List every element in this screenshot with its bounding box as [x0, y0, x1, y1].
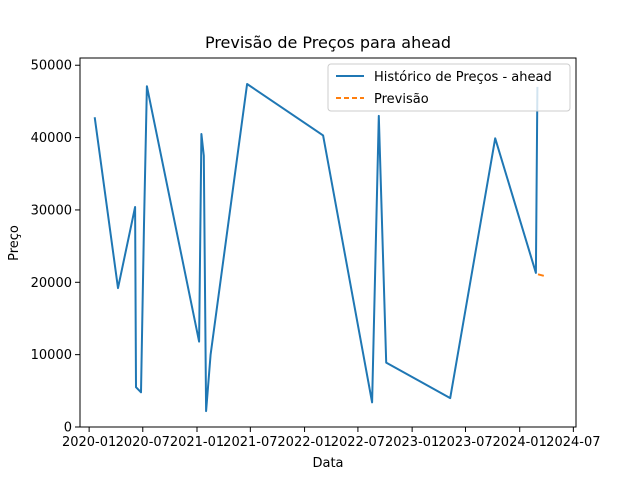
- x-tick-label: 2021-01: [170, 435, 224, 450]
- x-tick-label: 2024-01: [493, 435, 547, 450]
- x-tick-label: 2022-01: [277, 435, 331, 450]
- x-tick-label: 2021-07: [223, 435, 277, 450]
- x-axis: 2020-01 2020-07 2021-01 2021-07 2022-01 2022-…: [62, 427, 601, 450]
- legend-box: [327, 63, 571, 112]
- y-tick-label: 20000: [31, 276, 72, 291]
- x-tick-label: 2023-01: [385, 435, 439, 450]
- series-layer: [93, 83, 547, 413]
- x-tick-label: 2020-01: [62, 435, 116, 450]
- y-tick-label: 10000: [31, 348, 72, 363]
- y-tick-label: 0: [64, 421, 72, 436]
- series-line-0: [93, 83, 539, 413]
- x-tick-label: 2024-07: [546, 435, 600, 450]
- chart-title: Previsão de Preços para ahead: [205, 33, 451, 52]
- series-line-1: [537, 273, 547, 278]
- y-tick-label: 30000: [31, 203, 72, 218]
- legend-label-previsao: Previsão: [374, 92, 429, 107]
- y-tick-label: 40000: [31, 131, 72, 146]
- plot-frame: [79, 57, 577, 428]
- y-axis-label: Preço: [7, 225, 22, 261]
- x-tick-label: 2020-07: [116, 435, 170, 450]
- y-tick-label: 50000: [31, 59, 72, 74]
- legend-label-historico: Histórico de Preços - ahead: [374, 70, 552, 85]
- y-axis: 0 10000 20000 30000 40000 50000: [31, 59, 80, 436]
- legend: Histórico de Preços - ahead Previsão: [327, 63, 571, 112]
- x-axis-label: Data: [312, 456, 343, 471]
- x-tick-label: 2022-07: [331, 435, 385, 450]
- x-tick-label: 2023-07: [438, 435, 492, 450]
